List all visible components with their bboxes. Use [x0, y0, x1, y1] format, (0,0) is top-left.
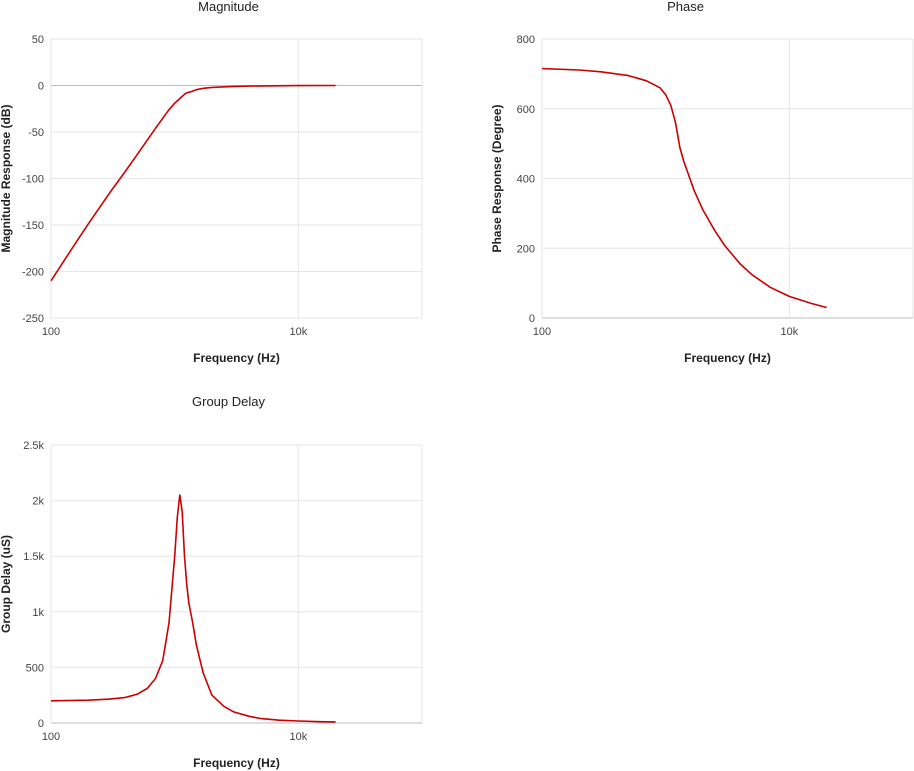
series-line — [541, 67, 827, 309]
y-tick-label: 2.5k — [23, 440, 44, 452]
group-delay-chart: Group Delay 2.5k 2k 1.5k 1k 500 0 100 10k Freque… — [0, 394, 457, 771]
x-axis-title: Frequency (Hz) — [193, 756, 280, 770]
y-tick-label: -100 — [22, 174, 44, 186]
y-tick-label: -250 — [22, 313, 44, 325]
y-tick-label: 600 — [517, 104, 535, 116]
x-tick-label: 10k — [289, 326, 307, 338]
chart-title: Group Delay — [192, 394, 265, 409]
y-axis-title: Phase Response (Degree) — [490, 104, 504, 252]
chart-title: Phase — [667, 0, 704, 14]
x-tick-label: 10k — [289, 731, 307, 743]
y-tick-label: -150 — [22, 220, 44, 232]
y-tick-label: 400 — [517, 174, 535, 186]
series-line — [50, 494, 336, 723]
y-tick-label: -200 — [22, 267, 44, 279]
y-tick-label: 200 — [517, 243, 535, 255]
y-tick-label: 50 — [32, 34, 44, 46]
x-axis-title: Frequency (Hz) — [684, 351, 771, 365]
x-tick-label: 100 — [533, 326, 551, 338]
y-tick-label: 0 — [38, 81, 44, 93]
y-tick-label: 1.5k — [23, 551, 44, 563]
series-line — [50, 84, 336, 282]
x-tick-label: 100 — [42, 731, 60, 743]
magnitude-chart: Magnitude 50 0 -50 -100 -150 -200 -250 100 10k Fr… — [0, 0, 457, 385]
y-tick-label: 800 — [517, 34, 535, 46]
y-tick-label: -50 — [28, 127, 44, 139]
y-tick-label: 1k — [32, 607, 44, 619]
y-tick-label: 2k — [32, 496, 44, 508]
y-axis-title: Group Delay (uS) — [0, 535, 13, 633]
x-axis-title: Frequency (Hz) — [193, 351, 280, 365]
phase-chart: Phase 800 600 400 200 0 100 10k Frequency (Hz) P… — [457, 0, 914, 385]
chart-title: Magnitude — [198, 0, 259, 14]
y-axis-title: Magnitude Response (dB) — [0, 104, 13, 252]
y-tick-label: 0 — [529, 313, 535, 325]
y-tick-label: 500 — [26, 662, 44, 674]
x-tick-label: 10k — [780, 326, 798, 338]
x-tick-label: 100 — [42, 326, 60, 338]
y-tick-label: 0 — [38, 718, 44, 730]
